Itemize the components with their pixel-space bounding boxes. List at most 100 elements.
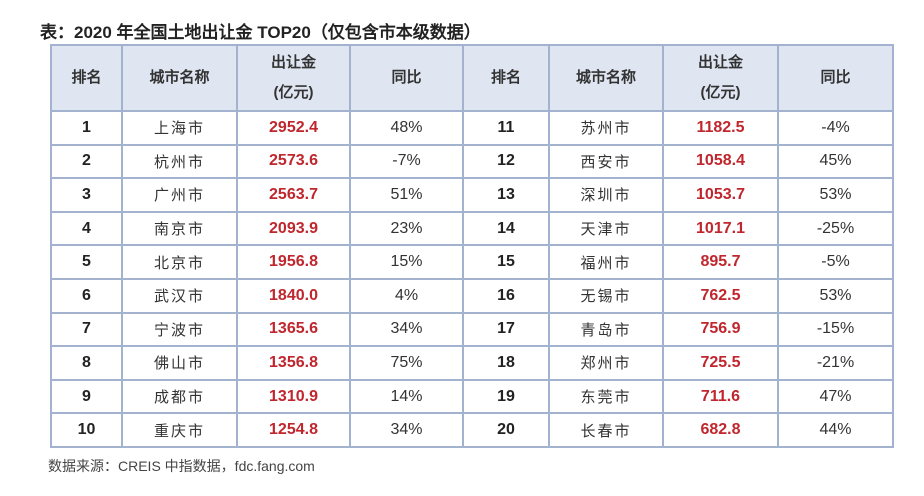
header-row: 排名 城市名称 出让金 (亿元) 同比 排名 城市名称 出让金 (亿元) 同比 — [50, 44, 894, 112]
yoy-cell: 15% — [349, 244, 464, 280]
city-cell: 无锡市 — [548, 277, 664, 314]
city-cell: 广州市 — [121, 177, 238, 213]
city-cell: 南京市 — [121, 210, 238, 247]
yoy-cell: 51% — [349, 177, 464, 213]
yoy-cell: 23% — [349, 210, 464, 247]
yoy-cell: -15% — [777, 311, 894, 348]
amount-cell: 1053.7 — [662, 177, 779, 213]
city-cell: 东莞市 — [548, 378, 664, 415]
amount-cell: 2093.9 — [236, 210, 351, 247]
yoy-cell: 44% — [777, 412, 894, 448]
table-row: 3 广州市 2563.7 51% 13 深圳市 1053.7 53% — [50, 177, 894, 213]
city-cell: 重庆市 — [121, 412, 238, 448]
yoy-cell: -4% — [777, 110, 894, 146]
amount-cell: 756.9 — [662, 311, 779, 348]
source-note: 数据来源：CREIS 中指数据，fdc.fang.com — [48, 458, 315, 474]
city-cell: 福州市 — [548, 244, 664, 280]
yoy-cell: 53% — [777, 177, 894, 213]
rank-cell: 7 — [50, 311, 123, 348]
rank-cell: 8 — [50, 345, 123, 381]
amount-cell: 2563.7 — [236, 177, 351, 213]
city-cell: 武汉市 — [121, 277, 238, 314]
header-amount: 出让金 (亿元) — [236, 44, 351, 112]
table-row: 1 上海市 2952.4 48% 11 苏州市 1182.5 -4% — [50, 110, 894, 146]
header-yoy: 同比 — [777, 44, 894, 112]
rank-cell: 5 — [50, 244, 123, 280]
table-row: 4 南京市 2093.9 23% 14 天津市 1017.1 -25% — [50, 210, 894, 247]
amount-cell: 2573.6 — [236, 143, 351, 180]
rank-cell: 6 — [50, 277, 123, 314]
amount-cell: 1356.8 — [236, 345, 351, 381]
header-city: 城市名称 — [121, 44, 238, 112]
amount-cell: 1310.9 — [236, 378, 351, 415]
rank-cell: 1 — [50, 110, 123, 146]
rank-cell: 13 — [462, 177, 550, 213]
table-row: 8 佛山市 1356.8 75% 18 郑州市 725.5 -21% — [50, 345, 894, 381]
rank-cell: 15 — [462, 244, 550, 280]
amount-cell: 682.8 — [662, 412, 779, 448]
rank-cell: 12 — [462, 143, 550, 180]
yoy-cell: 75% — [349, 345, 464, 381]
amount-cell: 1182.5 — [662, 110, 779, 146]
table-title: 表：2020 年全国土地出让金 TOP20（仅包含市本级数据） — [40, 23, 481, 42]
city-cell: 杭州市 — [121, 143, 238, 180]
rank-cell: 19 — [462, 378, 550, 415]
rank-cell: 10 — [50, 412, 123, 448]
city-cell: 北京市 — [121, 244, 238, 280]
amount-cell: 1365.6 — [236, 311, 351, 348]
header-city: 城市名称 — [548, 44, 664, 112]
city-cell: 苏州市 — [548, 110, 664, 146]
city-cell: 上海市 — [121, 110, 238, 146]
rank-cell: 20 — [462, 412, 550, 448]
yoy-cell: 34% — [349, 311, 464, 348]
rank-cell: 16 — [462, 277, 550, 314]
table-row: 9 成都市 1310.9 14% 19 东莞市 711.6 47% — [50, 378, 894, 415]
table-row: 7 宁波市 1365.6 34% 17 青岛市 756.9 -15% — [50, 311, 894, 348]
yoy-cell: 14% — [349, 378, 464, 415]
amount-cell: 725.5 — [662, 345, 779, 381]
amount-cell: 1840.0 — [236, 277, 351, 314]
yoy-cell: 4% — [349, 277, 464, 314]
yoy-cell: -7% — [349, 143, 464, 180]
yoy-cell: -5% — [777, 244, 894, 280]
city-cell: 郑州市 — [548, 345, 664, 381]
city-cell: 佛山市 — [121, 345, 238, 381]
yoy-cell: 34% — [349, 412, 464, 448]
yoy-cell: -21% — [777, 345, 894, 381]
rank-cell: 17 — [462, 311, 550, 348]
city-cell: 深圳市 — [548, 177, 664, 213]
yoy-cell: 53% — [777, 277, 894, 314]
amount-cell: 711.6 — [662, 378, 779, 415]
rank-cell: 4 — [50, 210, 123, 247]
header-amount: 出让金 (亿元) — [662, 44, 779, 112]
city-cell: 青岛市 — [548, 311, 664, 348]
city-cell: 宁波市 — [121, 311, 238, 348]
city-cell: 长春市 — [548, 412, 664, 448]
city-cell: 天津市 — [548, 210, 664, 247]
amount-cell: 1017.1 — [662, 210, 779, 247]
table-row: 2 杭州市 2573.6 -7% 12 西安市 1058.4 45% — [50, 143, 894, 180]
yoy-cell: 47% — [777, 378, 894, 415]
city-cell: 成都市 — [121, 378, 238, 415]
header-rank: 排名 — [462, 44, 550, 112]
yoy-cell: 48% — [349, 110, 464, 146]
table-row: 10 重庆市 1254.8 34% 20 长春市 682.8 44% — [50, 412, 894, 448]
amount-cell: 1254.8 — [236, 412, 351, 448]
rank-cell: 18 — [462, 345, 550, 381]
yoy-cell: 45% — [777, 143, 894, 180]
amount-cell: 762.5 — [662, 277, 779, 314]
header-yoy: 同比 — [349, 44, 464, 112]
rank-cell: 3 — [50, 177, 123, 213]
yoy-cell: -25% — [777, 210, 894, 247]
amount-cell: 895.7 — [662, 244, 779, 280]
rank-cell: 2 — [50, 143, 123, 180]
amount-cell: 1058.4 — [662, 143, 779, 180]
header-rank: 排名 — [50, 44, 123, 112]
rank-cell: 9 — [50, 378, 123, 415]
amount-cell: 2952.4 — [236, 110, 351, 146]
rank-cell: 14 — [462, 210, 550, 247]
table-row: 5 北京市 1956.8 15% 15 福州市 895.7 -5% — [50, 244, 894, 280]
rank-cell: 11 — [462, 110, 550, 146]
amount-cell: 1956.8 — [236, 244, 351, 280]
